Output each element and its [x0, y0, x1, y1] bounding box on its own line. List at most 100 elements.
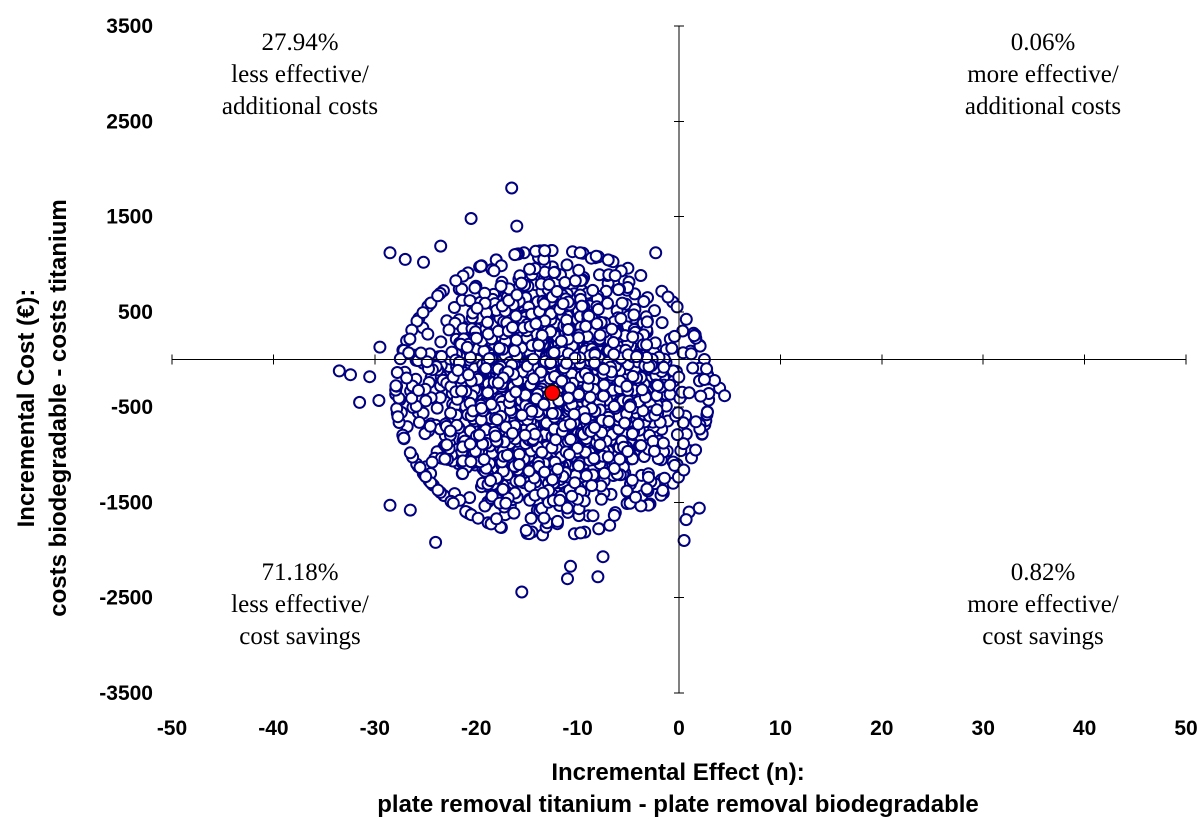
scatter-point [640, 338, 654, 352]
scatter-point [568, 476, 582, 490]
scatter-point [506, 426, 519, 440]
scatter-point-outlier [718, 389, 732, 403]
scatter-point [463, 294, 477, 308]
scatter-point [689, 415, 703, 429]
scatter-point [630, 350, 644, 364]
scatter-point [474, 259, 488, 273]
scatter-point [593, 328, 607, 342]
quadrant-bottom-left-line2: cost savings [239, 623, 361, 650]
scatter-point [513, 474, 527, 488]
scatter-point [506, 320, 519, 334]
scatter-point [397, 431, 411, 445]
y-tick-label: -3500 [99, 682, 153, 705]
scatter-point [507, 506, 521, 520]
scatter-point [602, 414, 616, 428]
scatter-point [555, 374, 569, 388]
scatter-point-outlier [372, 394, 386, 407]
scatter-point [579, 319, 593, 333]
scatter-point-outlier [332, 364, 346, 378]
scatter-point [668, 329, 681, 343]
scatter-point [605, 322, 619, 336]
scatter-point [551, 462, 565, 476]
scatter-point-outlier [687, 329, 701, 343]
scatter-point-outlier [403, 503, 417, 517]
scatter-point [647, 444, 661, 458]
scatter-point [512, 458, 526, 471]
scatter-point [519, 523, 533, 537]
scatter-point [542, 278, 556, 291]
scatter-point [682, 386, 696, 400]
scatter-point [689, 443, 703, 457]
scatter-point [538, 465, 552, 479]
scatter-point [412, 415, 426, 429]
scatter-point [607, 399, 621, 413]
x-tick-label: 50 [1174, 717, 1197, 740]
scatter-point [587, 451, 601, 465]
scatter-point [430, 401, 444, 415]
scatter-point [656, 483, 670, 497]
scatter-point [591, 302, 605, 316]
scatter-point-outlier [373, 340, 387, 354]
scatter-point [499, 496, 513, 510]
scatter-point [634, 439, 648, 452]
scatter-point [510, 288, 524, 302]
scatter-point [481, 315, 494, 329]
scatter-point [677, 463, 691, 477]
scatter-point [597, 362, 611, 376]
scatter-point [438, 452, 452, 466]
scatter-point-outlier [464, 212, 478, 225]
scatter-point [462, 368, 475, 382]
scatter-point [587, 421, 601, 434]
scatter-point [507, 344, 521, 358]
scatter-point [425, 455, 439, 469]
scatter-point [625, 473, 639, 487]
scatter-point [586, 283, 600, 297]
scatter-point [588, 356, 601, 370]
scatter-point [509, 385, 523, 399]
scatter-point [700, 362, 713, 376]
scatter-point [449, 274, 463, 288]
y-tick-label: 3500 [106, 15, 153, 38]
scatter-point-outlier [398, 252, 412, 266]
scatter-point [554, 334, 568, 348]
y-tick-label: 1500 [106, 206, 153, 229]
scatter-point [625, 427, 639, 441]
scatter-point [612, 283, 625, 297]
scatter-point [686, 361, 700, 375]
scatter-point [592, 522, 606, 536]
scatter-point [477, 453, 491, 466]
scatter-point [491, 376, 505, 390]
scatter-point [635, 383, 649, 397]
scatter-point [514, 276, 528, 290]
scatter-point [608, 269, 622, 283]
quadrant-top-right-line2: additional costs [965, 93, 1121, 120]
scatter-point [403, 446, 417, 460]
scatter-point [651, 379, 665, 392]
scatter-point [583, 390, 597, 404]
scatter-point-outlier [429, 535, 443, 549]
scatter-point [561, 391, 575, 405]
x-tick-label: -20 [461, 717, 491, 740]
scatter-point [565, 489, 579, 503]
scatter-point [455, 384, 469, 398]
quadrant-bottom-left-pct: 71.18% [261, 559, 338, 586]
scatter-point [490, 512, 503, 526]
y-tick-label: -500 [111, 396, 153, 419]
scatter-point-outlier [692, 501, 706, 515]
scatter-point [607, 336, 620, 349]
scatter-point [627, 308, 641, 322]
scatter-point [472, 428, 486, 442]
scatter-point [650, 403, 664, 417]
scatter-point [475, 401, 488, 415]
scatter-point [547, 346, 561, 360]
scatter-point [677, 437, 690, 451]
scatter-point [655, 316, 669, 330]
scatter-point [579, 469, 593, 483]
scatter-point [532, 338, 545, 352]
scatter-point [444, 406, 458, 420]
scatter-point [549, 433, 563, 447]
scatter-point-outlier [649, 246, 663, 260]
scatter-point [620, 379, 634, 393]
scatter-point [601, 253, 615, 267]
